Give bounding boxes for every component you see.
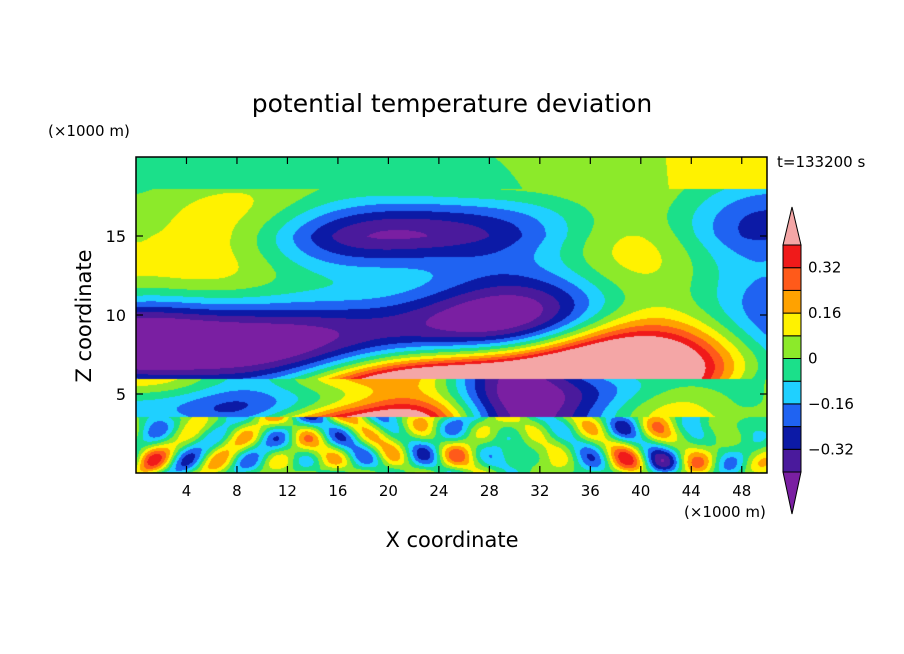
x-tick-label: 8 (232, 482, 242, 500)
x-tick-label: 44 (682, 482, 701, 500)
x-axis-ticks: 4 8 12 16 20 24 28 32 36 40 44 48 (182, 157, 751, 500)
y-tick-label: 5 (116, 385, 126, 404)
y-tick-label: 10 (106, 306, 126, 325)
y-tick-label: 15 (106, 227, 126, 246)
colorbar-band (782, 244, 802, 269)
colorbar-band (782, 448, 802, 473)
colorbar-label: −0.16 (808, 395, 854, 413)
x-tick-label: 20 (379, 482, 398, 500)
colorbar-label: −0.32 (808, 440, 854, 458)
colorbar-label: 0 (808, 350, 818, 368)
x-tick-label: 24 (429, 482, 448, 500)
time-label: t=133200 s (777, 153, 865, 171)
colorbar-lower-extension (782, 471, 802, 515)
contour-field (136, 157, 767, 473)
x-tick-label: 48 (732, 482, 751, 500)
colorbar (782, 206, 802, 515)
x-tick-label: 40 (631, 482, 650, 500)
y-axis-ticks: 5 10 15 (106, 227, 767, 404)
x-tick-label: 32 (530, 482, 549, 500)
colorbar-band (782, 403, 802, 428)
colorbar-band (782, 267, 802, 291)
colorbar-band (782, 358, 802, 382)
y-axis-label: Z coordinate (72, 249, 96, 382)
colorbar-label: 0.32 (808, 259, 841, 277)
colorbar-band (782, 426, 802, 450)
colorbar-band (782, 380, 802, 405)
y-unit-label: (×1000 m) (48, 122, 130, 140)
x-unit-label: (×1000 m) (684, 503, 766, 521)
chart-title: potential temperature deviation (252, 89, 652, 118)
colorbar-upper-extension (782, 206, 802, 246)
contour-field-image (136, 157, 767, 473)
colorbar-band (782, 289, 802, 314)
x-tick-label: 4 (182, 482, 192, 500)
colorbar-band (782, 312, 802, 337)
colorbar-label: 0.16 (808, 304, 841, 322)
colorbar-labels: 0.32 0.16 0 −0.16 −0.32 (808, 259, 854, 459)
x-tick-label: 36 (581, 482, 600, 500)
x-tick-label: 16 (328, 482, 347, 500)
colorbar-band (782, 335, 802, 359)
x-tick-label: 12 (278, 482, 297, 500)
x-axis-label: X coordinate (385, 528, 518, 552)
x-tick-label: 28 (480, 482, 499, 500)
